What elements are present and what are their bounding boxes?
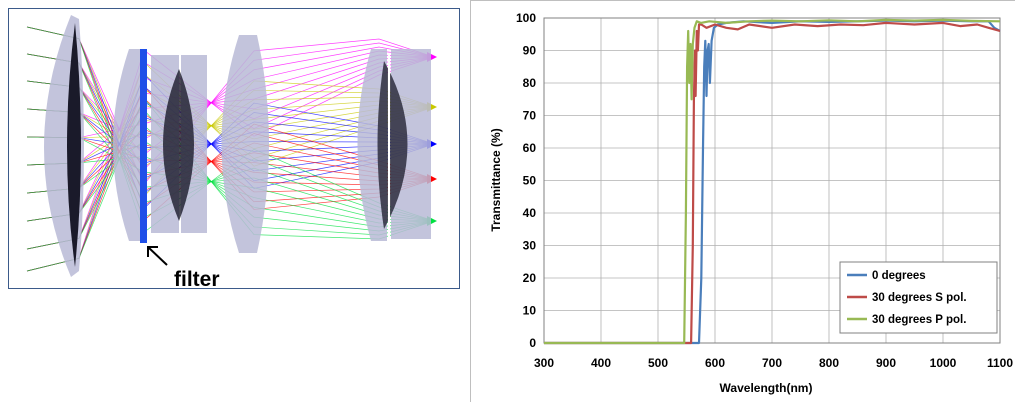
x-tick-label: 600: [705, 356, 725, 370]
x-tick-label: 900: [876, 356, 896, 370]
x-tick-label: 1100: [987, 356, 1013, 370]
x-tick-label: 400: [591, 356, 611, 370]
x-tick-label: 500: [648, 356, 668, 370]
x-tick-label: 1000: [930, 356, 957, 370]
x-axis-title: Wavelength(nm): [720, 381, 813, 395]
lens-elements: [44, 15, 431, 277]
x-tick-label: 800: [819, 356, 839, 370]
y-tick-label: 0: [529, 336, 536, 350]
filter-pointer-arrow: [147, 246, 168, 266]
transmittance-chart: 0 10 20 30 40 50 60 70 80 90 100 300 400 500 600 700 80…: [489, 11, 1013, 395]
plot-area-border: [543, 17, 1001, 344]
y-tick-label: 90: [523, 44, 537, 58]
lens-2: [113, 49, 143, 241]
y-tick-label: 30: [523, 239, 537, 253]
legend-label: 30 degrees S pol.: [872, 292, 967, 304]
y-tick-label: 40: [523, 206, 537, 220]
plot-border-rect: [543, 17, 1001, 344]
filter-element: [140, 49, 147, 243]
y-axis-title: Transmittance (%): [489, 128, 503, 231]
y-tick-label: 80: [523, 76, 537, 90]
x-tick-labels: 300 400 500 600 700 800 900 1000 1100: [534, 356, 1013, 370]
series-line-2: [544, 21, 1001, 345]
y-tick-label: 70: [523, 109, 537, 123]
y-tick-labels: 0 10 20 30 40 50 60 70 80 90 100: [516, 11, 536, 350]
filter-label: filter: [174, 268, 220, 291]
lens-system-diagram: [26, 15, 437, 277]
legend-label: 0 degrees: [872, 270, 926, 282]
y-tick-label: 20: [523, 271, 537, 285]
y-tick-label: 60: [523, 141, 537, 155]
lens-6-dark-core: [377, 61, 408, 229]
x-tick-label: 700: [762, 356, 782, 370]
optical-layout-panel: filter: [8, 8, 460, 291]
x-tick-label: 300: [534, 356, 554, 370]
y-tick-label: 50: [523, 174, 537, 188]
legend: 0 degrees 30 degrees S pol. 30 degrees P p…: [839, 261, 998, 334]
series-line-3: [544, 18, 1001, 345]
y-tick-label: 100: [516, 11, 536, 25]
lens-1-dark-surface: [67, 23, 81, 267]
lens-4: [221, 35, 269, 253]
y-tick-label: 10: [523, 304, 537, 318]
legend-label: 30 degrees P pol.: [872, 314, 966, 326]
lens-3-dark-core: [163, 69, 194, 221]
series-lines: [544, 18, 1001, 345]
chart-frame: [470, 0, 1015, 402]
